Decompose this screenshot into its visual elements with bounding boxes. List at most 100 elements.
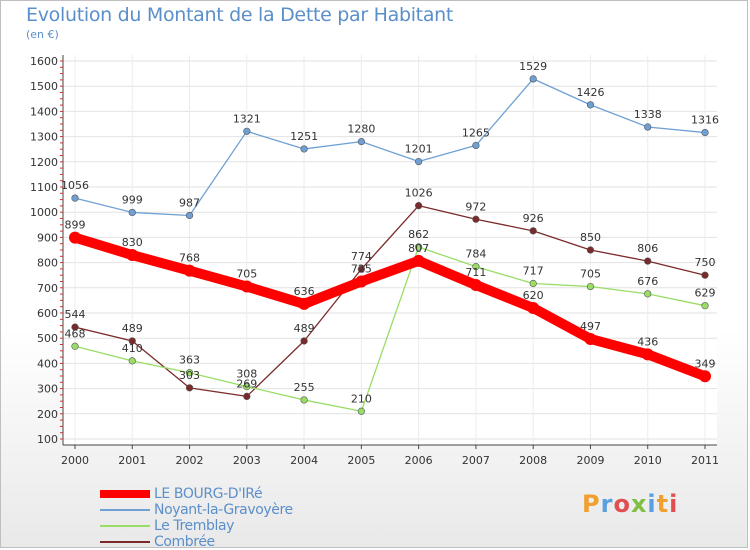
data-label: 1426 <box>576 86 604 99</box>
data-label: 676 <box>637 275 658 288</box>
data-point <box>128 357 136 365</box>
data-label: 489 <box>122 322 143 335</box>
legend-swatch <box>100 490 150 498</box>
data-label: 899 <box>65 219 86 232</box>
y-tick-label: 500 <box>37 332 58 345</box>
data-label: 1280 <box>347 123 375 136</box>
x-tick-label: 2000 <box>61 454 89 467</box>
data-point <box>469 279 482 292</box>
data-point <box>355 275 368 288</box>
data-point <box>185 369 194 377</box>
data-point <box>529 227 537 235</box>
data-label: 410 <box>122 342 143 355</box>
data-label: 210 <box>351 392 372 405</box>
data-point <box>415 243 423 251</box>
y-tick-label: 1400 <box>30 105 58 118</box>
legend-label: Noyant-la-Gravoyère <box>154 502 293 518</box>
data-point <box>69 231 81 244</box>
data-label: 468 <box>65 327 86 340</box>
data-label: 308 <box>236 368 257 381</box>
logo-letter: r <box>600 490 614 518</box>
data-point <box>701 128 709 137</box>
data-label: 705 <box>236 268 257 281</box>
y-tick-label: 1300 <box>30 131 58 144</box>
data-label: 830 <box>122 236 143 249</box>
data-point <box>586 246 595 254</box>
plot-area <box>63 55 717 445</box>
data-point <box>412 254 425 267</box>
data-point <box>243 127 251 135</box>
data-point <box>472 215 480 223</box>
data-label: 774 <box>351 250 372 263</box>
data-label: 363 <box>179 354 200 367</box>
data-label: 750 <box>695 256 716 269</box>
data-label: 862 <box>408 228 429 241</box>
legend-label: Combrée <box>154 534 215 550</box>
x-tick-label: 2006 <box>405 454 433 467</box>
legend-swatch <box>100 541 150 543</box>
series-line-0 <box>70 232 710 382</box>
data-label: 807 <box>408 242 429 255</box>
y-tick-label: 800 <box>37 257 58 270</box>
series-line-2 <box>74 246 706 412</box>
data-point <box>185 384 194 392</box>
data-point <box>71 323 79 331</box>
logo-letter: t <box>656 490 670 518</box>
y-tick-label: 400 <box>37 357 58 370</box>
x-tick-label: 2009 <box>576 454 604 467</box>
logo-letter: i <box>647 490 657 518</box>
data-point <box>472 141 480 150</box>
data-point <box>644 257 652 265</box>
y-tick-label: 300 <box>37 383 58 396</box>
y-tick-label: 700 <box>37 282 58 295</box>
data-point <box>185 211 194 220</box>
chart-legend: LE BOURG-D'IRé Noyant-la-Gravoyère Le Trem… <box>100 486 293 550</box>
data-label: 544 <box>65 308 86 321</box>
data-label: 972 <box>465 200 486 213</box>
data-label: 349 <box>695 357 716 370</box>
data-label: 1201 <box>405 143 433 156</box>
x-tick-label: 2004 <box>290 454 318 467</box>
x-tick-label: 2003 <box>233 454 261 467</box>
y-tick-label: 1500 <box>30 80 58 93</box>
y-tick-label: 900 <box>37 231 58 244</box>
data-point <box>415 157 423 166</box>
data-point <box>243 392 251 401</box>
legend-label: Le Tremblay <box>154 518 235 534</box>
data-point <box>415 202 423 210</box>
data-point <box>243 382 251 391</box>
legend-swatch <box>100 525 150 527</box>
logo-letter: P <box>582 490 601 518</box>
data-point <box>71 342 79 350</box>
data-point <box>357 407 365 415</box>
x-tick-label: 2001 <box>118 454 146 467</box>
logo-letter: i <box>669 490 679 518</box>
data-label: 629 <box>695 287 716 300</box>
data-label: 1026 <box>405 187 433 200</box>
data-point <box>300 145 308 153</box>
data-label: 489 <box>294 322 315 335</box>
chart-unit-label: (en €) <box>26 28 59 41</box>
x-tick-label: 2007 <box>462 454 490 467</box>
proxiti-logo: Proxiti <box>582 490 678 518</box>
data-label: 717 <box>523 265 544 278</box>
y-tick-label: 1000 <box>30 206 58 219</box>
data-point <box>357 265 365 273</box>
data-label: 255 <box>294 381 315 394</box>
data-label: 269 <box>236 377 257 390</box>
data-point <box>128 208 136 217</box>
legend-item: Combrée <box>100 534 293 550</box>
data-point <box>529 75 537 83</box>
data-point <box>584 332 597 345</box>
data-point <box>641 348 654 361</box>
data-point <box>71 194 79 202</box>
data-label: 711 <box>465 266 486 279</box>
y-tick-label: 600 <box>37 307 58 320</box>
data-point <box>529 279 537 288</box>
data-label: 768 <box>179 252 200 265</box>
legend-item: Noyant-la-Gravoyère <box>100 502 293 518</box>
data-point <box>527 301 540 314</box>
data-label: 725 <box>351 263 372 276</box>
data-point <box>644 123 652 131</box>
